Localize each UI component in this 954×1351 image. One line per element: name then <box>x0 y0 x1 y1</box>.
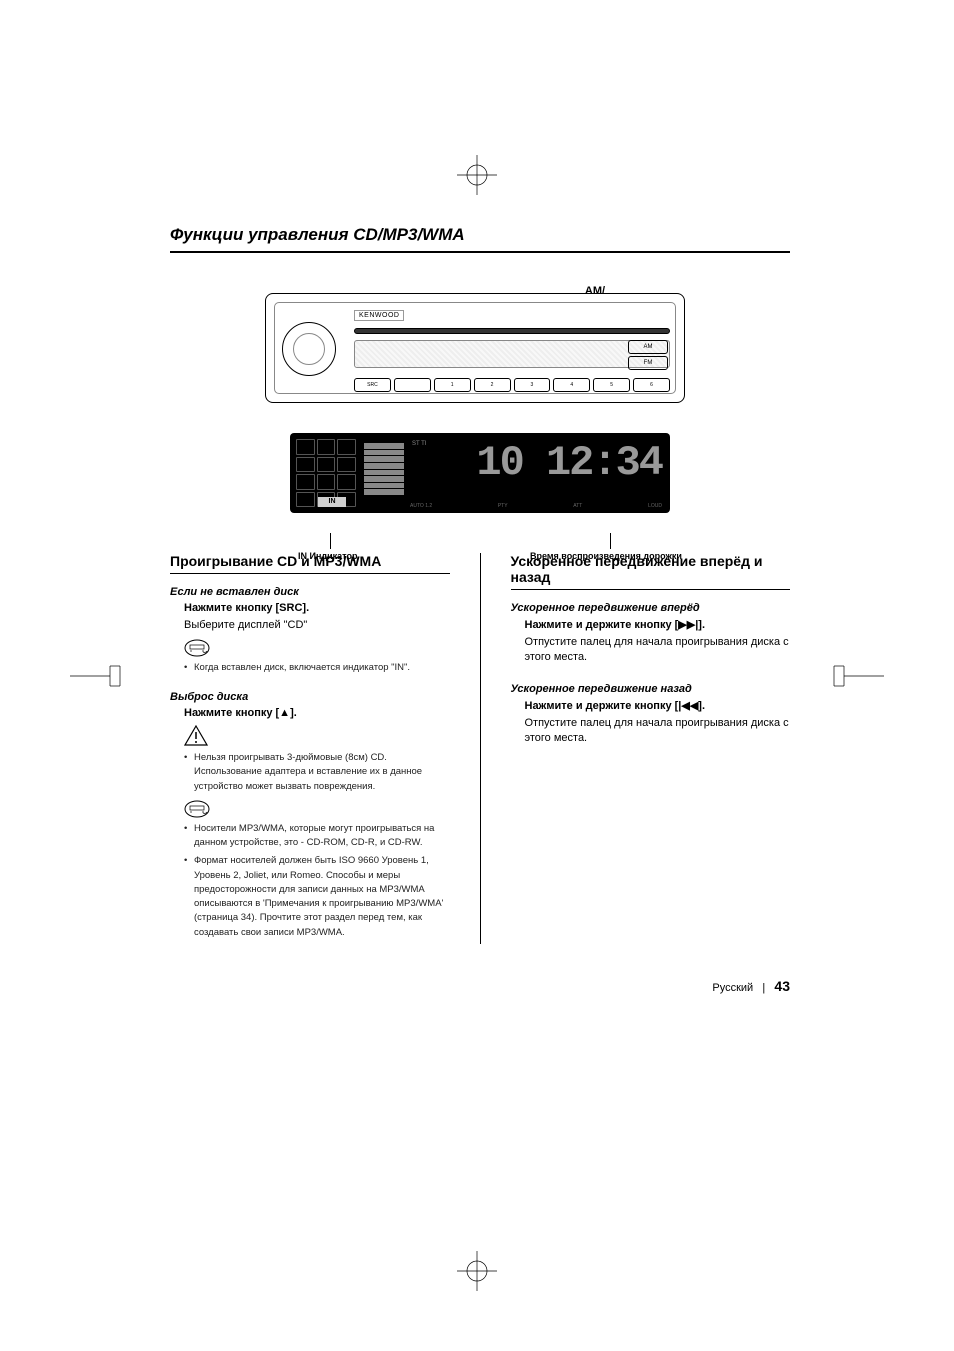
note-icon-2 <box>184 800 450 818</box>
src-button: SRC <box>354 378 391 392</box>
right-s1-h3: Ускоренное передвижение вперёд <box>511 602 791 614</box>
blank-button <box>394 378 431 392</box>
footer-sep: | <box>762 982 765 994</box>
right-s1-body: Отпустите палец для начала проигрывания … <box>525 635 791 665</box>
left-s2-bullet3: Формат носителей должен быть ISO 9660 Ур… <box>184 854 450 940</box>
preset-4: 4 <box>553 378 590 392</box>
lcd-footer-2: PTY <box>498 503 508 509</box>
left-s1-body: Выберите дисплей "CD" <box>184 618 450 633</box>
page-footer: Русский | 43 <box>712 978 790 994</box>
left-s2-h3: Выброс диска <box>170 691 450 703</box>
page-title: Функции управления CD/MP3/WMA <box>170 225 790 253</box>
left-s1-bullet: Когда вставлен диск, включается индикато… <box>184 661 450 675</box>
left-s2-bullet1: Нельзя проигрывать 3-дюймовые (8см) CD. … <box>184 751 450 794</box>
preset-3: 3 <box>514 378 551 392</box>
lcd-in-label: IN Индикатор <box>298 551 357 561</box>
crop-mark-top <box>457 155 497 195</box>
lcd-seven-seg: 10 12:34 <box>476 439 662 487</box>
right-s2-h3: Ускоренное передвижение назад <box>511 683 791 695</box>
lcd-footer-1: AUTO 1.2 <box>410 503 432 509</box>
right-s2-instr: Нажмите и держите кнопку [|◀◀]. <box>525 699 791 712</box>
left-s1-instr: Нажмите кнопку [SRC]. <box>184 602 450 614</box>
lcd-in-badge: IN <box>318 497 346 507</box>
column-separator <box>480 553 481 944</box>
note-icon <box>184 639 450 657</box>
preset-6: 6 <box>633 378 670 392</box>
left-column: Проигрывание CD и MP3/WMA Если не вставл… <box>170 553 450 944</box>
preset-5: 5 <box>593 378 630 392</box>
left-s2-bullet2: Носители MP3/WMA, которые могут проигрыв… <box>184 822 450 851</box>
faceplate-diagram: ▲ ⏮ AM/SCRL FM ⏭ KENWOOD AM FM SRC <box>170 293 790 513</box>
fm-button: FM <box>628 356 668 370</box>
right-s2-body: Отпустите палец для начала проигрывания … <box>525 716 791 746</box>
footer-lang: Русский <box>712 982 753 994</box>
lcd-footer-3: ATT <box>573 503 582 509</box>
left-s1-h3: Если не вставлен диск <box>170 586 450 598</box>
left-s2-instr: Нажмите кнопку [▲]. <box>184 707 450 719</box>
am-button: AM <box>628 340 668 354</box>
right-s1-instr: Нажмите и держите кнопку [▶▶|]. <box>525 618 791 631</box>
footer-page: 43 <box>774 978 790 994</box>
preset-1: 1 <box>434 378 471 392</box>
crop-mark-right <box>824 656 884 696</box>
brand-label: KENWOOD <box>354 310 404 321</box>
lcd-status: ST TI <box>412 441 426 447</box>
lcd-display: IN ST TI 10 12:34 AUTO 1.2 PTY ATT LOUD <box>290 433 670 513</box>
lcd-footer-4: LOUD <box>648 503 662 509</box>
right-column: Ускоренное передвижение вперёд и назад У… <box>511 553 791 944</box>
lcd-time-label: Время воспроизведения дорожки <box>530 551 682 561</box>
crop-mark-bottom <box>457 1251 497 1291</box>
preset-2: 2 <box>474 378 511 392</box>
crop-mark-left <box>70 656 130 696</box>
warning-icon <box>184 725 450 747</box>
